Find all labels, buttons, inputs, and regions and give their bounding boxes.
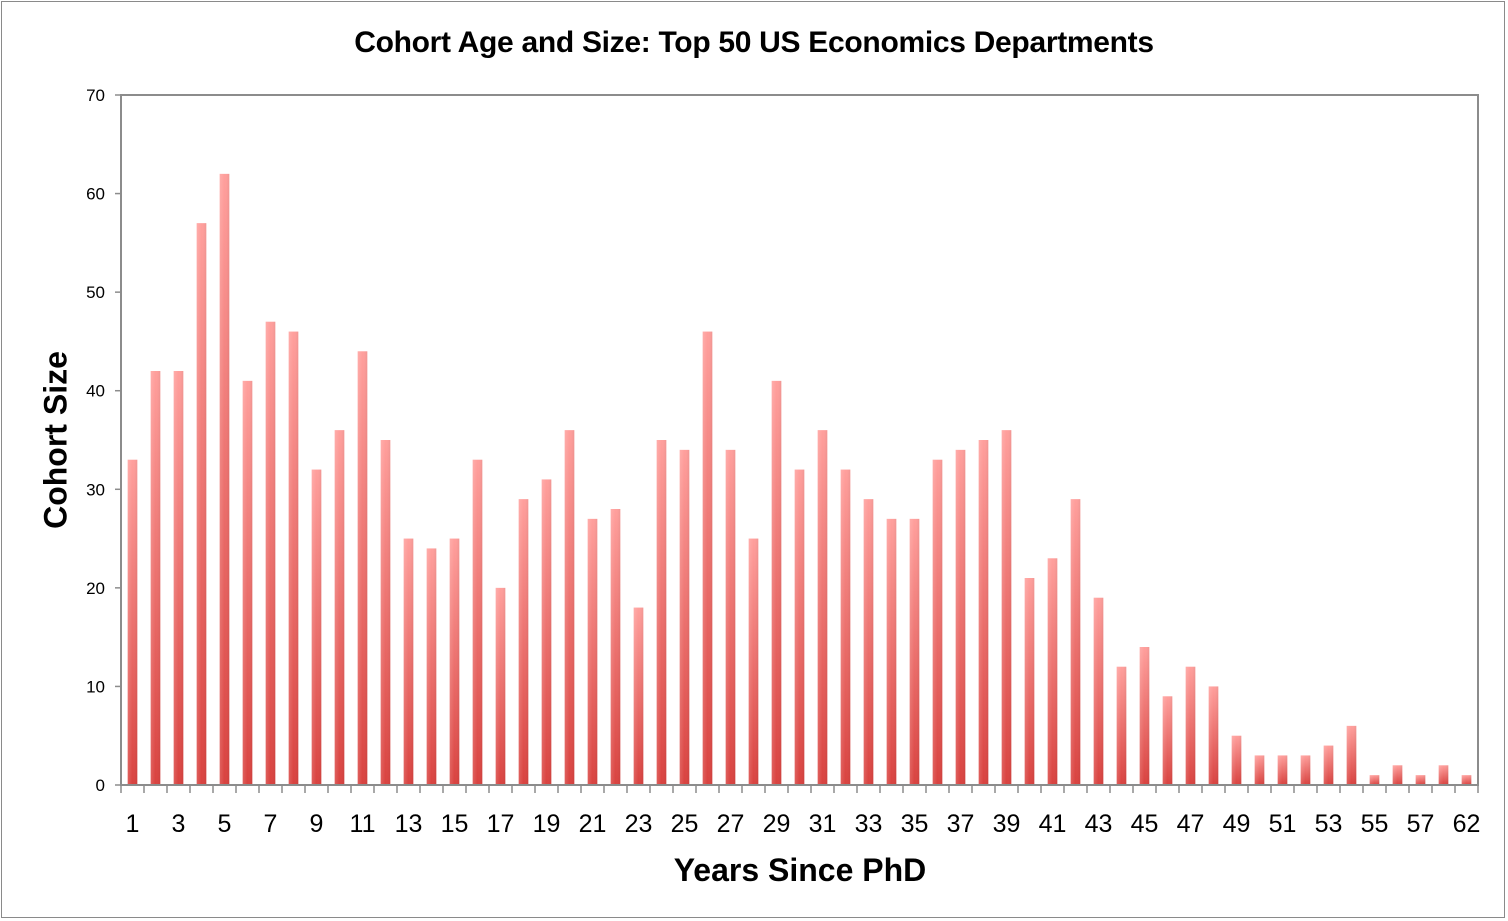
y-tick-label: 40 xyxy=(86,382,105,401)
x-tick-label: 31 xyxy=(809,810,837,838)
x-tick-label: 23 xyxy=(625,810,653,838)
y-axis: 0 10 20 30 40 50 60 70 xyxy=(86,86,122,795)
x-tick-label: 55 xyxy=(1361,810,1389,838)
x-tick-label: 49 xyxy=(1223,810,1251,838)
x-tick-label: 17 xyxy=(487,810,515,838)
x-axis: 1 3 5 7 9 11 13 15 17 19 21 23 25 27 29 31 33 35 37 39 41 43 4… xyxy=(120,784,1481,838)
x-tick-label: 57 xyxy=(1407,810,1435,838)
x-tick-label: 21 xyxy=(579,810,607,838)
x-tick-label: 51 xyxy=(1269,810,1297,838)
y-tick-label: 50 xyxy=(86,283,105,302)
y-tick-label: 10 xyxy=(86,677,105,696)
x-tick-label: 5 xyxy=(218,810,232,838)
x-tick-label: 41 xyxy=(1039,810,1067,838)
y-tick-label: 60 xyxy=(86,185,105,204)
x-axis-label: Years Since PhD xyxy=(673,852,927,888)
x-tick-label: 45 xyxy=(1131,810,1159,838)
x-tick-label: 33 xyxy=(855,810,883,838)
x-tick-label: 37 xyxy=(947,810,975,838)
bars xyxy=(127,173,1472,786)
y-tick-label: 30 xyxy=(86,480,105,499)
y-tick-label: 70 xyxy=(86,86,105,105)
x-tick-label: 25 xyxy=(671,810,699,838)
y-tick-label: 0 xyxy=(96,776,105,795)
x-tick-label: 35 xyxy=(901,810,929,838)
x-tick-label: 39 xyxy=(993,810,1021,838)
x-tick-label: 7 xyxy=(264,810,278,838)
x-tick-label: 19 xyxy=(533,810,561,838)
x-tick-label: 53 xyxy=(1315,810,1343,838)
x-tick-label: 47 xyxy=(1177,810,1205,838)
chart-title: Cohort Age and Size: Top 50 US Economics… xyxy=(354,26,1154,59)
x-tick-label: 62 xyxy=(1453,810,1481,838)
x-tick-label: 29 xyxy=(763,810,791,838)
x-tick-label: 15 xyxy=(441,810,469,838)
x-tick-label: 27 xyxy=(717,810,745,838)
x-tick-label: 1 xyxy=(126,810,140,838)
x-tick-label: 13 xyxy=(395,810,423,838)
x-tick-label: 11 xyxy=(350,810,376,838)
x-tick-label: 3 xyxy=(172,810,186,838)
x-tick-label: 43 xyxy=(1085,810,1113,838)
x-tick-label: 9 xyxy=(310,810,324,838)
y-tick-label: 20 xyxy=(86,579,105,598)
